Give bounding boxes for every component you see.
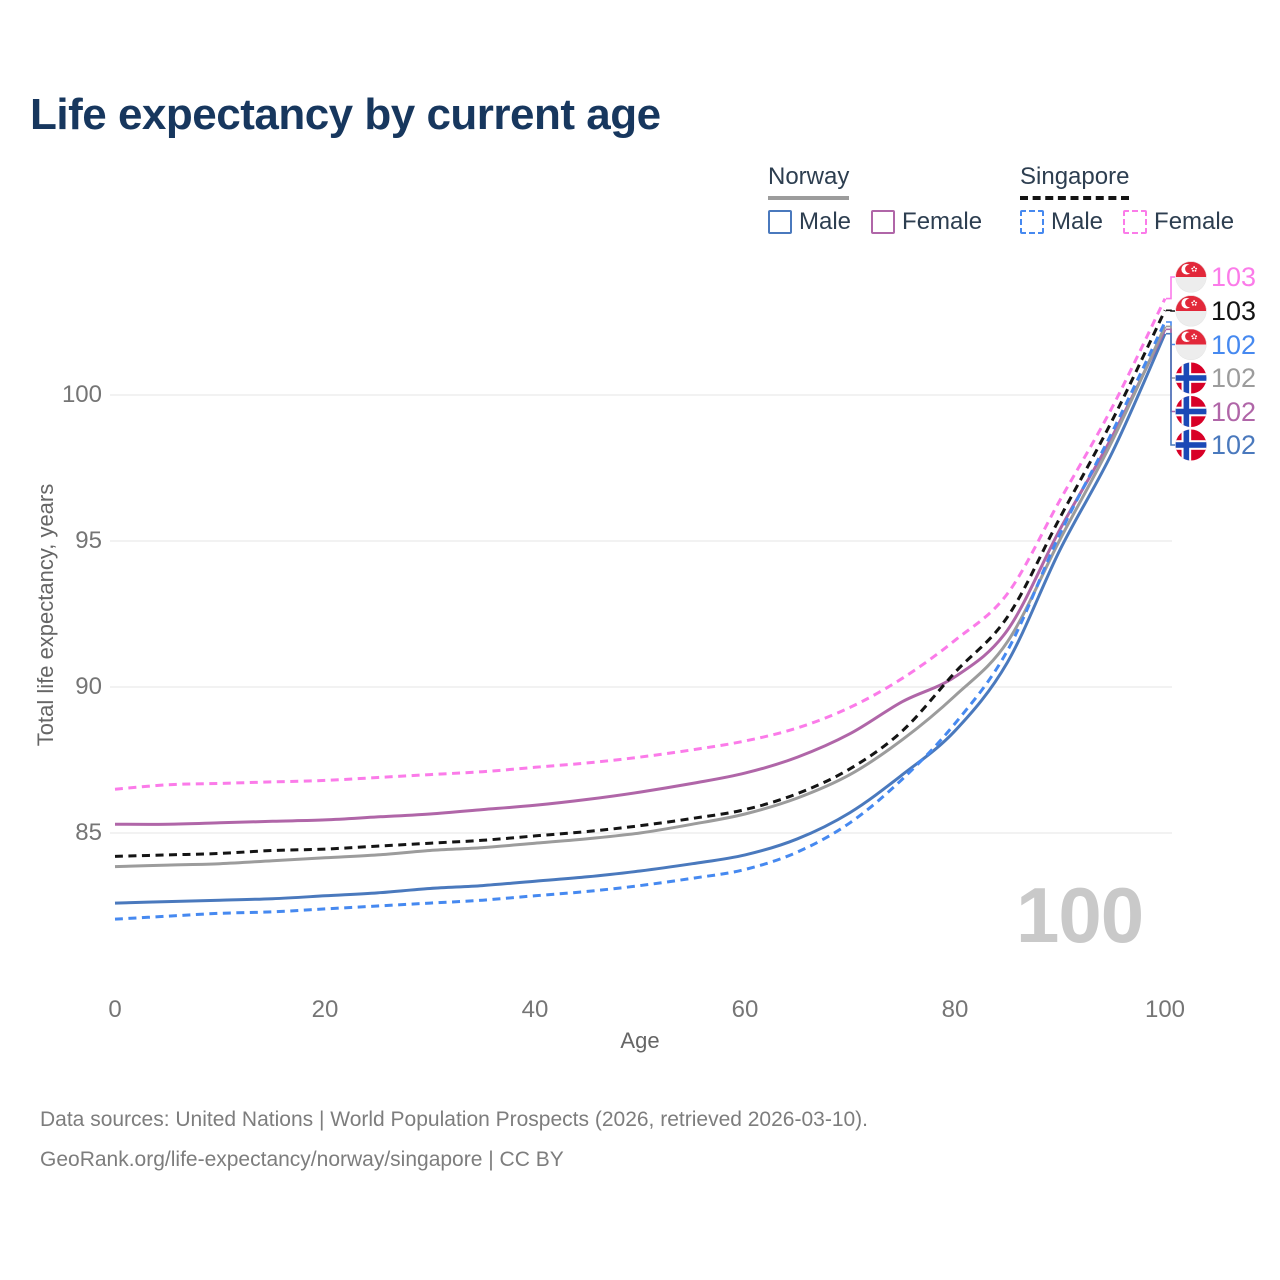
legend-item-label: Male bbox=[799, 208, 852, 235]
y-tick-label: 85 bbox=[75, 819, 102, 846]
legend-item-label: Female bbox=[902, 208, 983, 235]
singapore-flag-icon bbox=[1175, 295, 1207, 327]
legend-group-norway: Norway Male Female bbox=[768, 163, 982, 236]
end-label-norway-male: 102 bbox=[1211, 430, 1257, 460]
norway-flag-icon bbox=[1175, 396, 1207, 427]
norway-flag-icon bbox=[1175, 429, 1207, 461]
x-tick-label: 100 bbox=[1144, 996, 1186, 1023]
series-line-singapore-female bbox=[114, 297, 1167, 791]
legend-item-label: Female bbox=[1154, 208, 1235, 235]
x-tick-label: 60 bbox=[731, 996, 759, 1023]
page-title: Life expectancy by current age bbox=[30, 90, 661, 139]
legend-country-singapore[interactable]: Singapore bbox=[1020, 163, 1130, 200]
singapore-flag-icon bbox=[1175, 261, 1207, 293]
end-label-singapore-male: 102 bbox=[1211, 329, 1257, 360]
series-line-norway-female bbox=[114, 328, 1167, 826]
series-line-singapore-male bbox=[114, 321, 1167, 921]
x-tick-label: 40 bbox=[521, 996, 549, 1023]
end-label-singapore-total: 103 bbox=[1211, 296, 1257, 326]
footer-attribution: GeoRank.org/life-expectancy/norway/singa… bbox=[40, 1148, 564, 1171]
series-line-norway bbox=[114, 325, 1167, 869]
end-label-connector bbox=[1166, 309, 1175, 312]
y-tick-label: 95 bbox=[75, 527, 102, 554]
footer-data-sources: Data sources: United Nations | World Pop… bbox=[40, 1108, 869, 1131]
norway-male-swatch-icon bbox=[768, 210, 792, 234]
chart-plot-area[interactable] bbox=[0, 0, 1280, 1080]
singapore-female-swatch-icon bbox=[1123, 210, 1148, 234]
singapore-flag-icon bbox=[1175, 329, 1207, 360]
legend-item-norway-male[interactable]: Male bbox=[768, 208, 851, 236]
x-tick-label: 20 bbox=[311, 996, 339, 1023]
x-tick-label: 0 bbox=[108, 996, 122, 1023]
series-line-norway-male bbox=[114, 333, 1167, 905]
end-label-connector bbox=[1166, 276, 1175, 300]
series-line-singapore bbox=[114, 309, 1167, 858]
x-tick-label: 80 bbox=[941, 996, 969, 1023]
end-label-norway-total: 102 bbox=[1211, 363, 1257, 393]
legend-item-label: Male bbox=[1051, 208, 1104, 235]
norway-female-swatch-icon bbox=[871, 210, 896, 234]
end-label-norway-female: 102 bbox=[1211, 396, 1257, 427]
legend-country-norway[interactable]: Norway bbox=[768, 163, 850, 200]
x-axis-title: Age bbox=[620, 1028, 660, 1053]
y-axis-title: Total life expectancy, years bbox=[33, 483, 58, 747]
y-tick-label: 90 bbox=[75, 673, 102, 700]
y-tick-label: 100 bbox=[61, 381, 102, 408]
end-label-connector bbox=[1166, 332, 1175, 446]
norway-flag-icon bbox=[1175, 362, 1207, 394]
legend-item-singapore-male[interactable]: Male bbox=[1020, 208, 1103, 236]
end-label-singapore-female: 103 bbox=[1211, 262, 1257, 292]
legend-item-singapore-female[interactable]: Female bbox=[1123, 208, 1234, 236]
legend-item-norway-female[interactable]: Female bbox=[871, 208, 982, 236]
hovered-age-watermark: 100 bbox=[1016, 871, 1144, 959]
legend-group-singapore: Singapore Male Female bbox=[1020, 163, 1234, 236]
singapore-male-swatch-icon bbox=[1020, 210, 1044, 234]
